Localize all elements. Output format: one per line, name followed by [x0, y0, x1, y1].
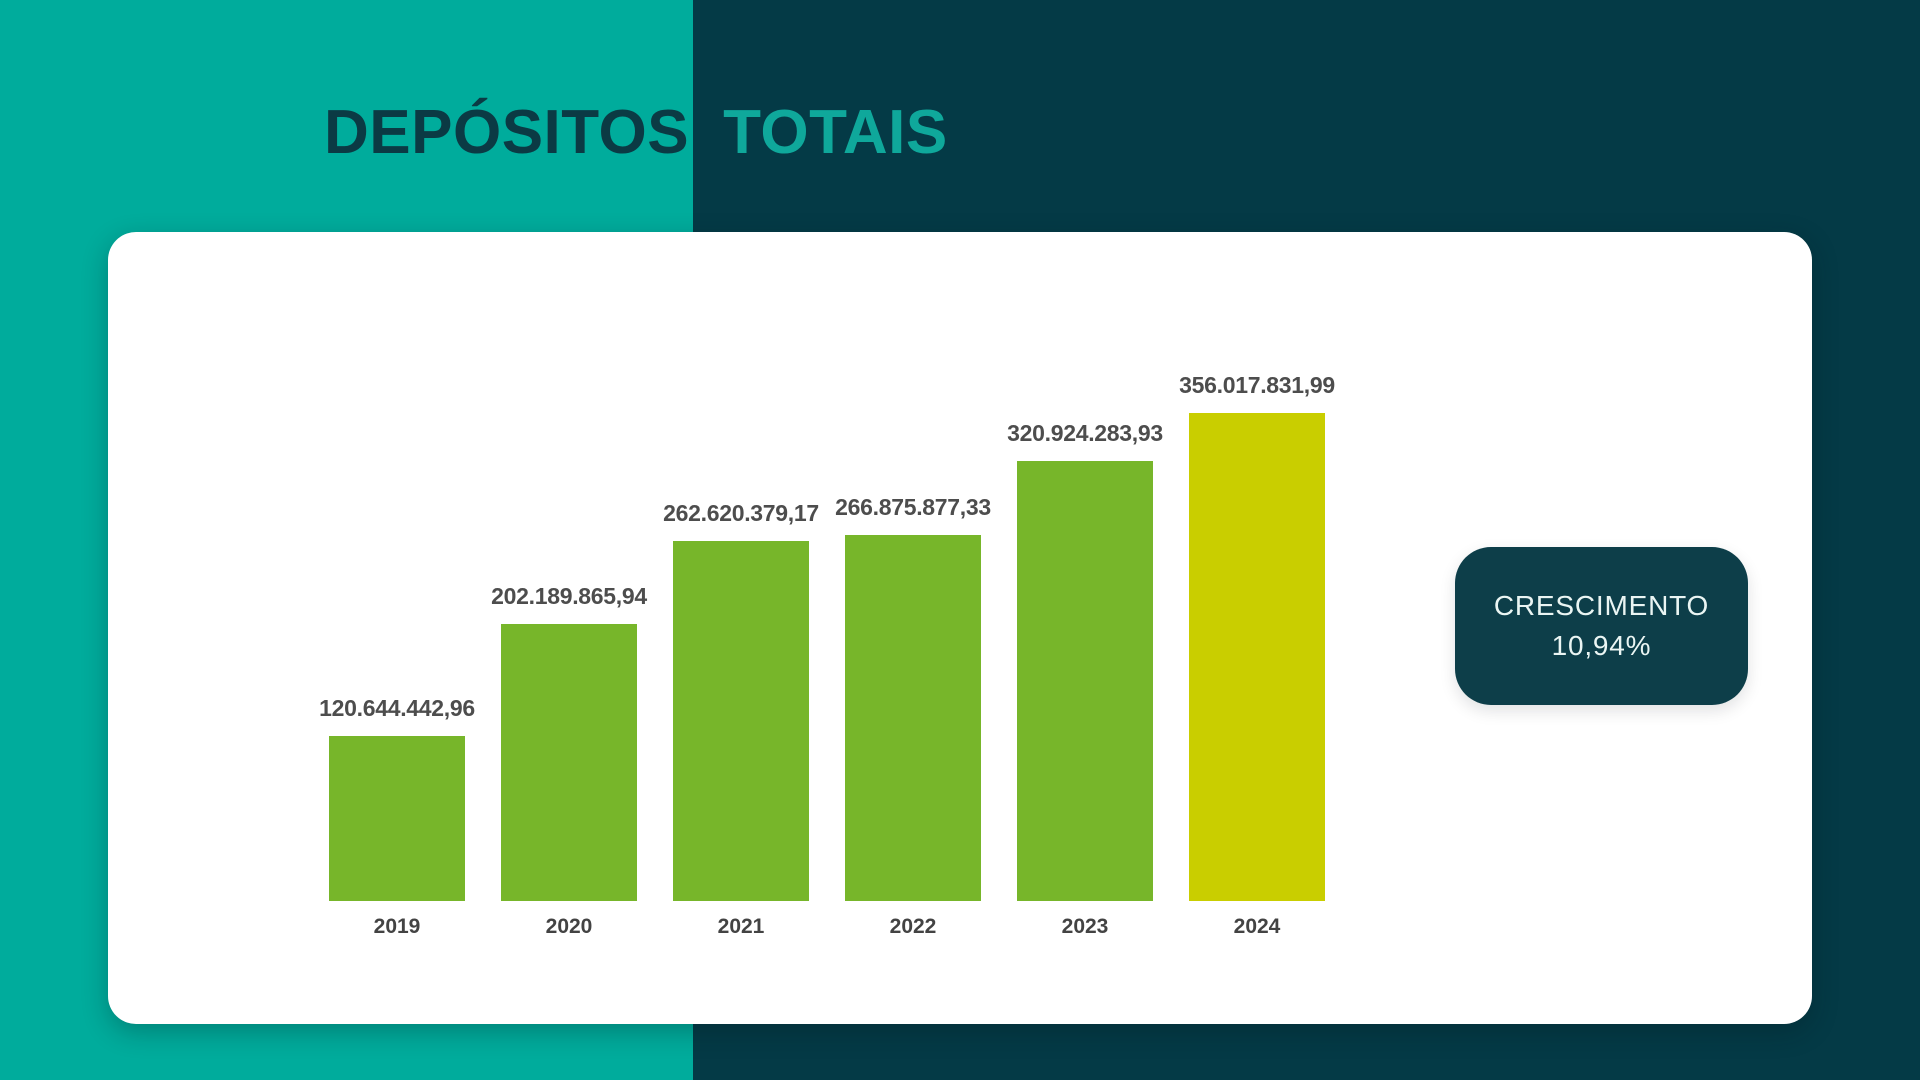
bar-value-label: 120.644.442,96 [319, 695, 475, 721]
bar-column-2023: 320.924.283,93 2023 [1007, 232, 1163, 938]
bar-value-label: 202.189.865,94 [491, 583, 647, 609]
x-axis-tick-label: 2022 [889, 915, 937, 938]
bar-value-label: 262.620.379,17 [663, 500, 819, 526]
chart-card: 120.644.442,96 2019 202.189.865,94 2020 262.… [108, 232, 1812, 1024]
bar-2023 [1017, 461, 1153, 901]
bar-value-label: 266.875.877,33 [835, 494, 991, 520]
bar-value-label: 356.017.831,99 [1179, 372, 1335, 398]
x-axis-tick-label: 2019 [373, 915, 421, 938]
growth-badge-label: CRESCIMENTO [1493, 590, 1710, 621]
bar-value-label: 320.924.283,93 [1007, 420, 1163, 446]
bar-column-2021: 262.620.379,17 2021 [663, 232, 819, 938]
bar-column-2020: 202.189.865,94 2020 [491, 232, 647, 938]
bar-column-2019: 120.644.442,96 2019 [319, 232, 475, 938]
x-axis-tick-label: 2020 [545, 915, 593, 938]
x-axis-tick-label: 2024 [1233, 915, 1281, 938]
x-axis-tick-label: 2023 [1061, 915, 1109, 938]
page-title-word-depositos: DEPÓSITOS [324, 98, 690, 167]
bar-2022 [845, 535, 981, 901]
bar-2020 [501, 624, 637, 901]
page-title: DEPÓSITOS TOTAIS [324, 100, 948, 166]
bar-column-2022: 266.875.877,33 2022 [835, 232, 991, 938]
bar-column-2024: 356.017.831,99 2024 [1179, 232, 1335, 938]
growth-badge-value: 10,94% [1551, 630, 1652, 661]
x-axis-tick-label: 2021 [717, 915, 765, 938]
bar-2019 [329, 736, 465, 901]
bar-2021 [673, 541, 809, 901]
bar-2024 [1189, 413, 1325, 901]
page-title-word-totais: TOTAIS [723, 98, 948, 167]
bar-chart: 120.644.442,96 2019 202.189.865,94 2020 262.… [108, 232, 1812, 938]
growth-badge: CRESCIMENTO 10,94% [1455, 547, 1748, 705]
